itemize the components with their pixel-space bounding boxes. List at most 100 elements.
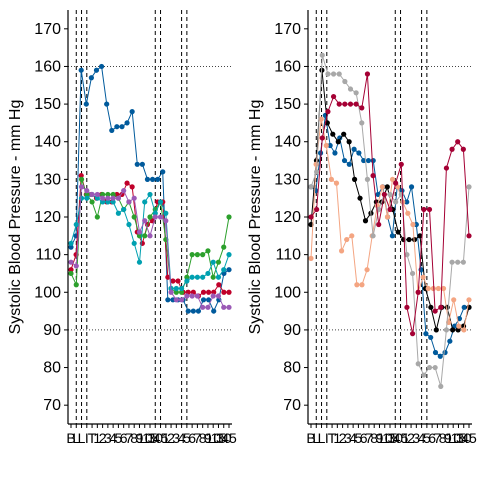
x-tick-label: B: [66, 430, 75, 446]
data-point: [359, 282, 365, 288]
data-point: [449, 146, 455, 152]
data-point: [444, 304, 450, 310]
data-point: [184, 274, 190, 280]
data-point: [426, 206, 433, 213]
data-point: [314, 206, 320, 213]
data-point: [131, 214, 137, 220]
data-point: [342, 101, 348, 107]
data-point: [142, 233, 148, 239]
data-point: [205, 270, 211, 277]
data-point: [323, 142, 329, 149]
x-tick-label: 5: [183, 430, 191, 446]
data-point: [393, 180, 399, 186]
series-4: [68, 191, 232, 292]
data-point: [173, 285, 179, 292]
x-tick-label: 30: [216, 430, 232, 446]
data-point: [114, 124, 120, 130]
data-point: [165, 274, 171, 280]
data-point: [105, 195, 111, 201]
data-point: [179, 289, 185, 295]
data-point: [194, 293, 200, 299]
data-point: [379, 184, 385, 190]
x-tick-label: 45: [461, 430, 477, 446]
data-point: [78, 195, 85, 201]
y-tick-label: 70: [43, 397, 61, 414]
data-point: [119, 124, 125, 130]
data-point: [73, 221, 79, 228]
data-point: [336, 71, 342, 77]
data-point: [461, 304, 467, 310]
data-point: [142, 218, 148, 224]
data-point: [147, 233, 153, 239]
data-point: [395, 229, 401, 235]
data-point: [226, 252, 232, 258]
data-point: [163, 210, 169, 216]
x-tick-label: 1: [402, 430, 410, 446]
data-point: [136, 233, 143, 239]
data-point: [184, 293, 190, 299]
data-point: [384, 184, 390, 190]
data-point: [73, 282, 79, 288]
data-point: [173, 289, 179, 295]
x-tick-label: 8: [370, 430, 378, 446]
data-point: [195, 308, 202, 314]
y-tick-label: 130: [274, 171, 301, 188]
data-point: [317, 150, 324, 156]
data-point: [330, 131, 336, 137]
data-point: [121, 206, 127, 213]
y-tick-label: 130: [34, 171, 61, 188]
data-point: [147, 191, 153, 198]
data-point: [346, 139, 352, 145]
data-point: [428, 334, 434, 341]
data-point: [327, 142, 333, 149]
data-point: [389, 233, 395, 239]
data-point: [157, 214, 164, 220]
x-tick-label: 15: [451, 430, 467, 446]
data-point: [215, 259, 222, 265]
data-point: [189, 293, 195, 299]
x-tick-label: T: [328, 430, 337, 446]
data-point: [432, 364, 438, 371]
x-tick-label: 10: [445, 430, 461, 446]
data-point: [109, 127, 115, 134]
data-point: [325, 109, 331, 115]
data-point: [425, 285, 431, 292]
data-point: [466, 184, 472, 190]
data-point: [456, 323, 462, 329]
data-point: [440, 285, 447, 292]
y-axis-title: Systolic Blood Pressure - mm Hg: [247, 100, 264, 335]
x-tick-label: 45: [393, 430, 409, 446]
data-point: [409, 331, 416, 337]
data-point: [205, 248, 211, 254]
data-point: [365, 157, 372, 164]
y-tick-label: 160: [34, 58, 61, 75]
x-tick-label: 5: [115, 430, 123, 446]
x-tick-label: 5: [355, 430, 363, 446]
data-point: [68, 267, 74, 273]
data-point: [221, 289, 227, 295]
y-tick-label: 150: [34, 96, 61, 113]
data-point: [68, 259, 74, 265]
data-point: [200, 274, 206, 280]
data-point: [194, 252, 200, 258]
data-point: [330, 93, 337, 100]
data-point: [364, 71, 371, 77]
x-tick-label: 4: [178, 430, 186, 446]
y-tick-label: 150: [274, 96, 301, 113]
data-point: [110, 191, 116, 198]
data-point: [89, 199, 95, 205]
x-tick-label: 3: [344, 430, 352, 446]
data-point: [165, 297, 171, 303]
series-5: [308, 71, 472, 337]
data-point: [314, 169, 320, 175]
data-point: [84, 195, 90, 201]
y-tick-label: 80: [43, 360, 61, 377]
x-tick-label: 3: [172, 430, 180, 446]
data-point: [370, 157, 376, 164]
data-point: [184, 278, 190, 284]
data-point: [433, 327, 439, 333]
y-tick-label: 120: [274, 209, 301, 226]
data-point: [336, 101, 342, 107]
data-point: [221, 267, 227, 273]
